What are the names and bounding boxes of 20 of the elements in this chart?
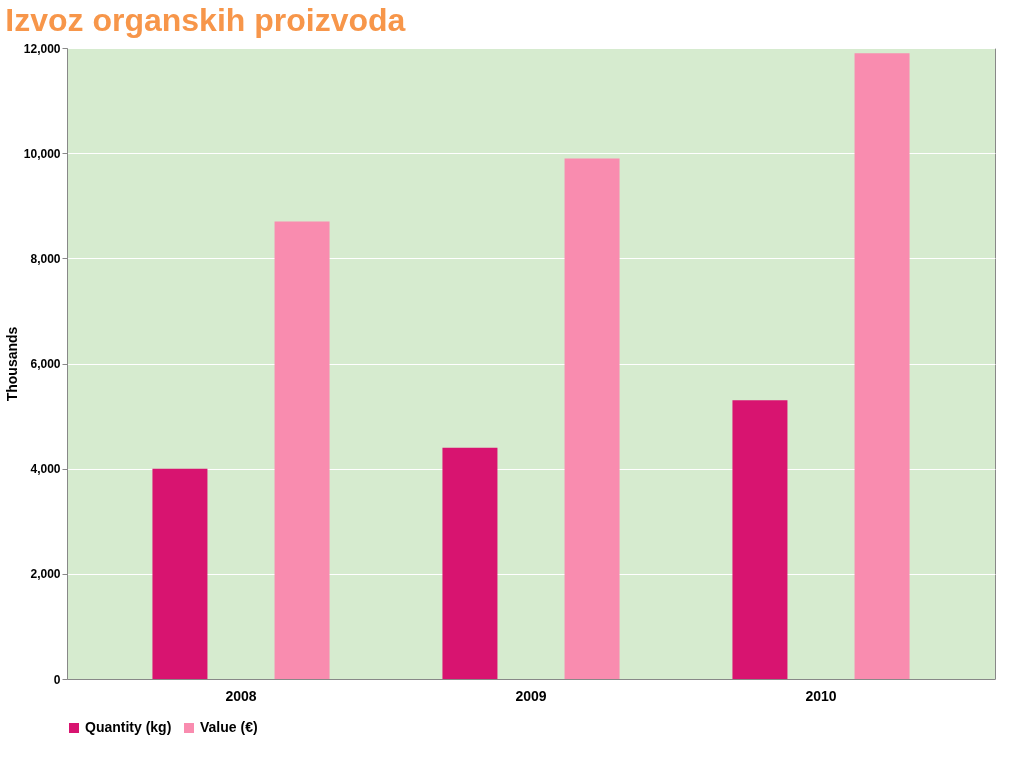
bar (152, 468, 208, 679)
legend-label: Value (€) (200, 719, 258, 735)
y-tick-label: 2,000 (30, 567, 61, 582)
bar (732, 400, 788, 679)
x-tick-label: 2008 (225, 687, 257, 704)
bar (274, 221, 330, 679)
bar (564, 158, 620, 679)
y-axis-title: Thousands (3, 326, 20, 402)
chart-title: Izvoz organskih proizvoda (5, 2, 406, 38)
legend-label: Quantity (kg) (85, 719, 172, 735)
x-tick-label: 2010 (805, 687, 837, 704)
y-tick-label: 0 (53, 672, 61, 687)
y-tick-label: 6,000 (30, 357, 61, 371)
y-tick-label: 10,000 (23, 146, 61, 161)
x-tick-label: 2009 (515, 687, 547, 704)
y-tick-label: 12,000 (23, 41, 61, 56)
y-tick-label: 8,000 (30, 251, 61, 266)
bar (442, 447, 498, 679)
bar (854, 53, 910, 679)
y-tick-label: 4,000 (30, 462, 61, 477)
